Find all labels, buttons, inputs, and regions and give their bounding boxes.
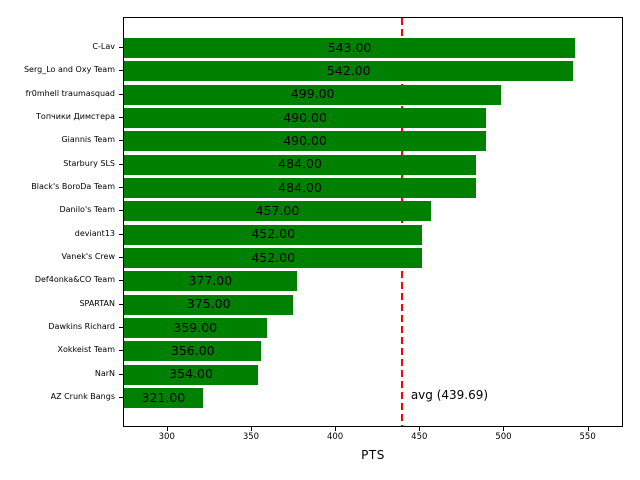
- bar-value-label: 457.00: [255, 203, 300, 219]
- bar: 359.00: [124, 318, 267, 338]
- ytick-label: Def4onka&CO Team: [34, 275, 115, 285]
- ytick-mark: [119, 280, 123, 282]
- bar: 452.00: [124, 248, 423, 268]
- bar-value-label: 542.00: [326, 63, 371, 79]
- ytick-mark: [119, 140, 123, 142]
- xtick-mark: [503, 427, 505, 431]
- xtick-label: 300: [158, 432, 175, 442]
- bar: 457.00: [124, 201, 431, 222]
- bar: 499.00: [124, 84, 502, 105]
- ytick-label: Serg_Lo and Oxy Team: [23, 65, 115, 75]
- ytick-mark: [119, 233, 123, 235]
- ytick-label: Xokkeist Team: [57, 345, 116, 355]
- bar-value-label: 484.00: [278, 156, 322, 172]
- bar-value-label: 490.00: [283, 109, 327, 125]
- ytick-label: Vanek's Crew: [61, 252, 115, 261]
- ytick-label: deviant13: [74, 228, 115, 238]
- ytick-label: Giannis Team: [61, 135, 115, 145]
- bar-value-label: 354.00: [169, 366, 213, 382]
- bar: 375.00: [124, 294, 294, 315]
- ytick-label: C-Lav: [92, 42, 115, 51]
- bar: 490.00: [124, 131, 487, 152]
- bar: 490.00: [124, 108, 487, 128]
- bar: 484.00: [124, 178, 477, 198]
- ytick-label: AZ Crunk Bangs: [50, 392, 115, 401]
- bar: 452.00: [124, 224, 423, 245]
- ytick-label: SPARTAN: [79, 298, 115, 308]
- xtick-label: 350: [242, 432, 260, 442]
- ytick-mark: [119, 327, 123, 328]
- ytick-mark: [119, 257, 123, 258]
- ytick-label: Starbury SLS: [63, 158, 115, 168]
- bar: 321.00: [124, 388, 203, 408]
- bar-value-label: 359.00: [173, 319, 218, 335]
- ytick-label: fr0mhell traumasquad: [25, 88, 115, 98]
- ytick-mark: [119, 303, 123, 305]
- xtick-mark: [587, 427, 589, 431]
- ytick-label: Dawkins Richard: [48, 322, 115, 331]
- ytick-label: Black's BoroDa Team: [31, 182, 115, 191]
- xtick-label: 450: [411, 432, 428, 442]
- bar-value-label: 543.00: [327, 39, 372, 55]
- xtick-mark: [419, 427, 421, 431]
- bar-value-label: 375.00: [186, 296, 231, 312]
- ytick-mark: [119, 350, 123, 352]
- bar-value-label: 321.00: [141, 389, 186, 405]
- x-axis-label: PTS: [361, 448, 385, 462]
- bar: 484.00: [124, 154, 477, 175]
- bar: 356.00: [124, 341, 262, 362]
- xtick-label: 500: [495, 432, 512, 442]
- ytick-mark: [119, 163, 123, 165]
- ytick-label: Danilo's Team: [59, 205, 115, 215]
- ytick-label: Топчики Димстера: [36, 112, 115, 121]
- xtick-label: 550: [579, 432, 596, 442]
- ytick-label: NarN: [94, 368, 115, 378]
- bar-value-label: 499.00: [290, 86, 335, 102]
- bar-value-label: 356.00: [170, 343, 215, 359]
- ytick-mark: [119, 47, 123, 48]
- ytick-mark: [119, 70, 123, 72]
- plot-area: avg (439.69) 543.00 542.00 499.00 490.00 490…: [123, 17, 623, 427]
- ytick-mark: [119, 117, 123, 118]
- ytick-mark: [119, 187, 123, 188]
- bar: 543.00: [124, 38, 576, 58]
- bar: 377.00: [124, 271, 297, 292]
- bar-value-label: 490.00: [283, 133, 327, 149]
- bar: 354.00: [124, 364, 259, 385]
- bar-value-label: 452.00: [251, 249, 296, 265]
- ytick-mark: [119, 373, 123, 375]
- bar-value-label: 377.00: [188, 273, 233, 289]
- xtick-mark: [250, 427, 252, 431]
- average-line-label: avg (439.69): [410, 388, 489, 402]
- xtick-label: 400: [326, 432, 344, 442]
- bar-value-label: 452.00: [251, 226, 296, 242]
- average-line: [400, 18, 403, 426]
- ytick-mark: [119, 210, 123, 212]
- ytick-mark: [119, 397, 123, 398]
- bar: 542.00: [124, 61, 574, 82]
- xtick-mark: [335, 427, 337, 431]
- xtick-mark: [166, 427, 168, 431]
- ytick-mark: [119, 93, 123, 95]
- bar-value-label: 484.00: [278, 179, 322, 195]
